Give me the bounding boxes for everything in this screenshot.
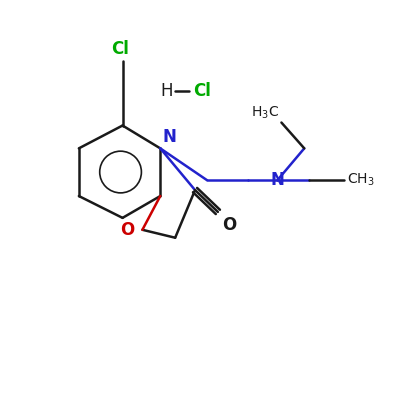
Text: H: H [161, 82, 173, 100]
Text: N: N [162, 128, 176, 146]
Text: Cl: Cl [112, 40, 130, 58]
Text: N: N [270, 171, 284, 189]
Text: CH$_3$: CH$_3$ [347, 172, 375, 188]
Text: Cl: Cl [193, 82, 211, 100]
Text: O: O [222, 216, 236, 234]
Text: O: O [120, 221, 134, 239]
Text: H$_3$C: H$_3$C [251, 104, 280, 120]
